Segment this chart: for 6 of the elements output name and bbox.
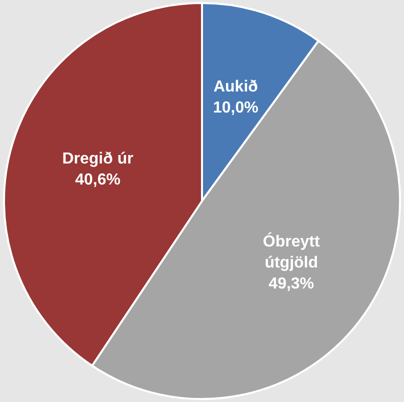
slice-label: Óbreytt útgjöld [262, 232, 320, 272]
slice-label: Aukið [213, 78, 258, 96]
data-label: 40,6% [75, 171, 120, 188]
data-label: 10,0% [212, 99, 258, 116]
data-label: 49,3% [268, 276, 314, 293]
slice-label: Dregið úr [62, 150, 134, 168]
